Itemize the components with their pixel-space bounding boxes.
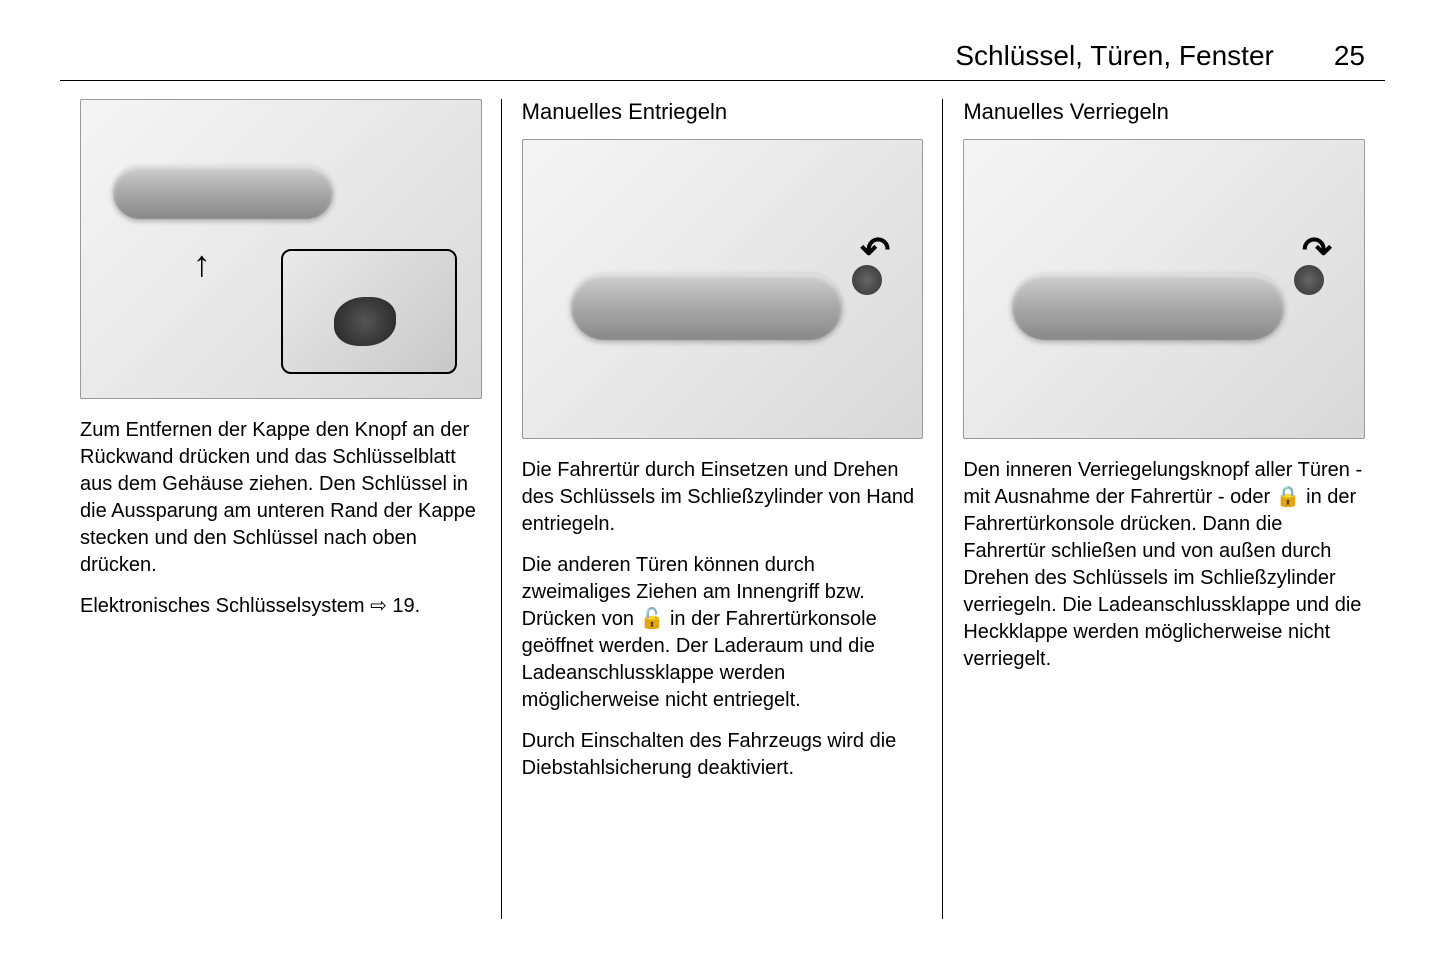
paragraph: Die anderen Türen können durch zweimalig… bbox=[522, 552, 924, 714]
column-2: Manuelles Entriegeln ↶ Die Fahrertür dur… bbox=[502, 99, 944, 796]
figure-lock: ↷ bbox=[963, 139, 1365, 439]
figure-inset bbox=[281, 249, 457, 374]
column-3: Manuelles Verriegeln ↷ Den inneren Verri… bbox=[943, 99, 1385, 796]
page-number: 25 bbox=[1334, 40, 1365, 72]
arrow-cw-icon: ↷ bbox=[1302, 229, 1332, 271]
manual-page: Schlüssel, Türen, Fenster 25 ↑ Zum Entfe… bbox=[0, 0, 1445, 836]
running-header: Schlüssel, Türen, Fenster 25 bbox=[60, 40, 1385, 81]
paragraph: Den inneren Verriegelungsknopf aller Tür… bbox=[963, 457, 1365, 673]
column-1: ↑ Zum Entfernen der Kappe den Knopf an d… bbox=[60, 99, 502, 796]
section-title: Schlüssel, Türen, Fenster bbox=[955, 40, 1274, 72]
column-heading: Manuelles Entriegeln bbox=[522, 99, 924, 125]
arrow-ccw-icon: ↶ bbox=[860, 229, 890, 271]
paragraph-crossref: Elektronisches Schlüsselsystem ⇨ 19. bbox=[80, 593, 482, 620]
column-heading: Manuelles Verriegeln bbox=[963, 99, 1365, 125]
figure-unlock: ↶ bbox=[522, 139, 924, 439]
figure-key-cap: ↑ bbox=[80, 99, 482, 399]
paragraph: Zum Entfernen der Kappe den Knopf an der… bbox=[80, 417, 482, 579]
arrow-up-icon: ↑ bbox=[193, 243, 211, 285]
three-column-layout: ↑ Zum Entfernen der Kappe den Knopf an d… bbox=[60, 99, 1385, 796]
paragraph: Durch Einschalten des Fahrzeugs wird die… bbox=[522, 728, 924, 782]
paragraph: Die Fahrertür durch Einsetzen und Drehen… bbox=[522, 457, 924, 538]
